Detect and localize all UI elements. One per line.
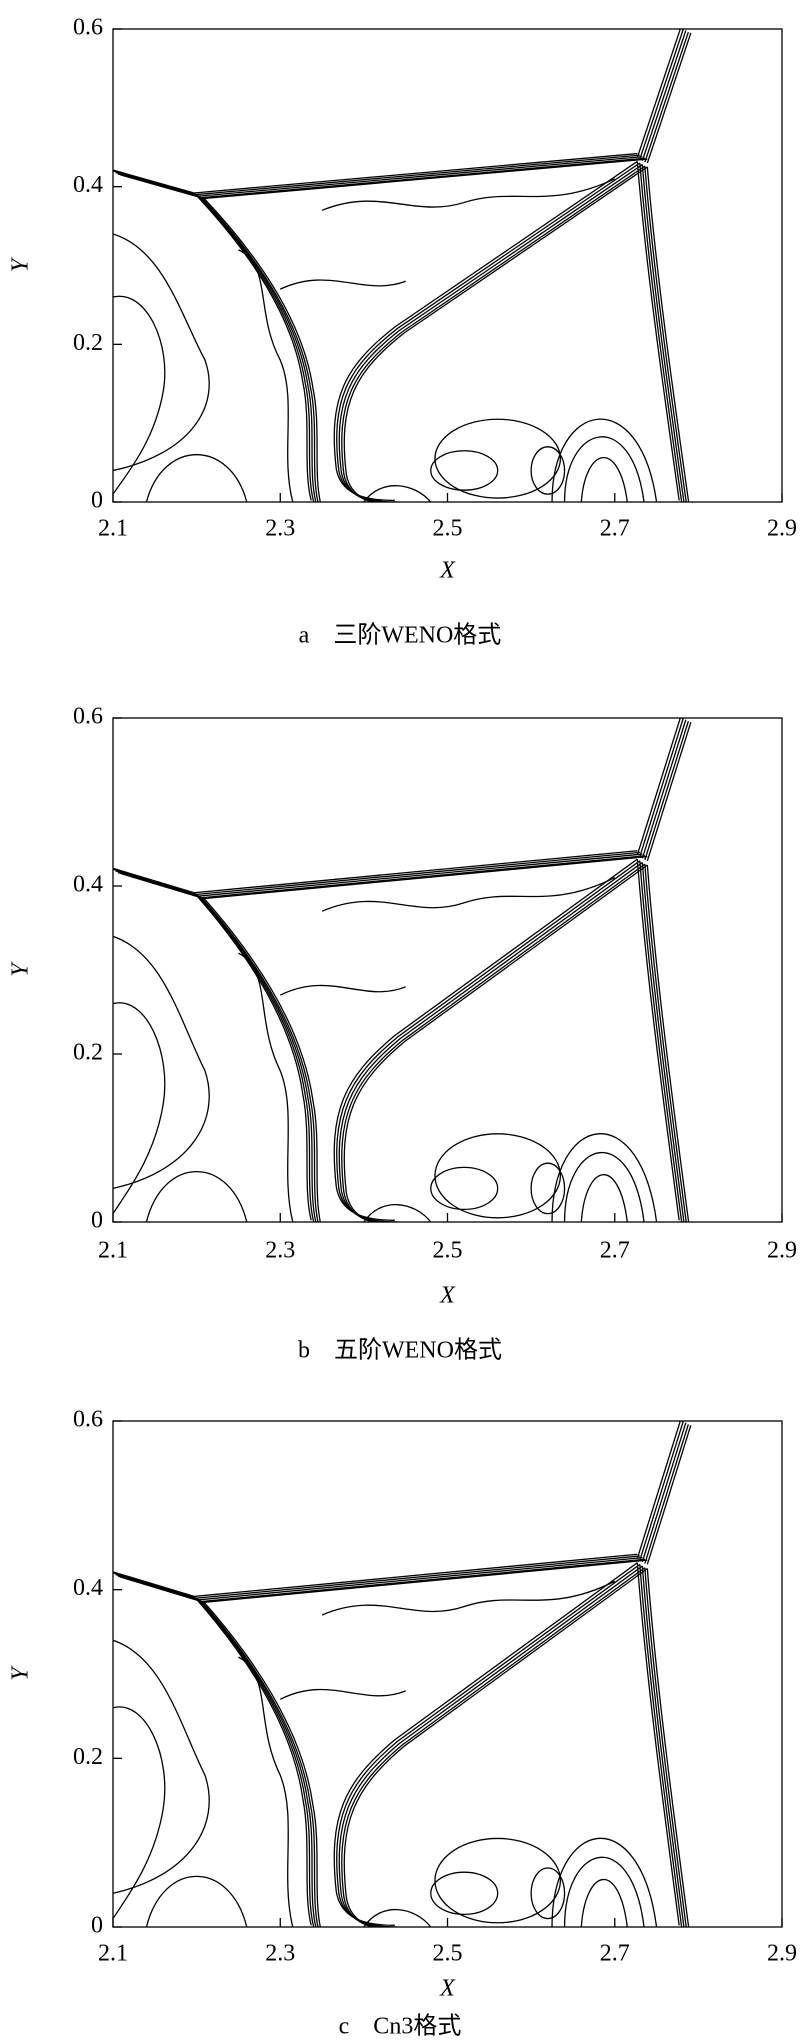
caption: a 三阶WENO格式	[299, 622, 502, 649]
x-tick-label: 2.1	[98, 1941, 128, 1967]
y-axis-label: Y	[8, 256, 34, 272]
y-tick-label: 0.4	[73, 872, 103, 898]
caption: c Cn3格式	[339, 2013, 462, 2040]
contour-lines	[110, 716, 690, 1226]
contour-lines	[110, 1419, 690, 1931]
x-tick-label: 2.3	[265, 1238, 295, 1264]
y-tick-label: 0.2	[73, 1040, 103, 1066]
x-tick-label: 2.1	[98, 1238, 128, 1264]
x-tick-label: 2.1	[98, 516, 128, 542]
y-tick-label: 0.2	[73, 1744, 103, 1770]
y-axis-label: Y	[8, 1665, 34, 1681]
x-tick-label: 2.5	[433, 1238, 463, 1264]
y-tick-label: 0.4	[73, 1575, 103, 1601]
x-tick-label: 2.5	[433, 1941, 463, 1967]
x-tick-label: 2.7	[600, 516, 630, 542]
x-tick-label: 2.9	[767, 1238, 797, 1264]
x-tick-label: 2.7	[600, 1941, 630, 1967]
caption: b 五阶WENO格式	[298, 1337, 502, 1364]
y-tick-label: 0.2	[73, 330, 103, 356]
contour-lines	[110, 27, 690, 506]
x-tick-label: 2.9	[767, 1941, 797, 1967]
x-axis-label: X	[439, 1976, 456, 2002]
x-axis-label: X	[439, 1283, 456, 1309]
axes-frame	[112, 717, 783, 1223]
y-tick-label: 0.6	[73, 15, 103, 41]
x-tick-label: 2.7	[600, 1238, 630, 1264]
y-tick-label: 0	[91, 1208, 103, 1234]
y-tick-label: 0	[91, 1913, 103, 1939]
axes-frame	[112, 1420, 783, 1928]
x-axis-label: X	[439, 558, 456, 584]
x-tick-label: 2.3	[265, 516, 295, 542]
x-tick-label: 2.5	[433, 516, 463, 542]
contour-plot	[110, 1419, 690, 1931]
axes-frame	[112, 28, 783, 503]
y-tick-label: 0.6	[73, 704, 103, 730]
y-axis-label: Y	[8, 961, 34, 977]
y-tick-label: 0.6	[73, 1407, 103, 1433]
x-tick-label: 2.9	[767, 516, 797, 542]
contour-plot	[110, 716, 690, 1226]
x-tick-label: 2.3	[265, 1941, 295, 1967]
y-tick-label: 0.4	[73, 172, 103, 198]
y-tick-label: 0	[91, 488, 103, 514]
contour-plot	[110, 27, 690, 506]
